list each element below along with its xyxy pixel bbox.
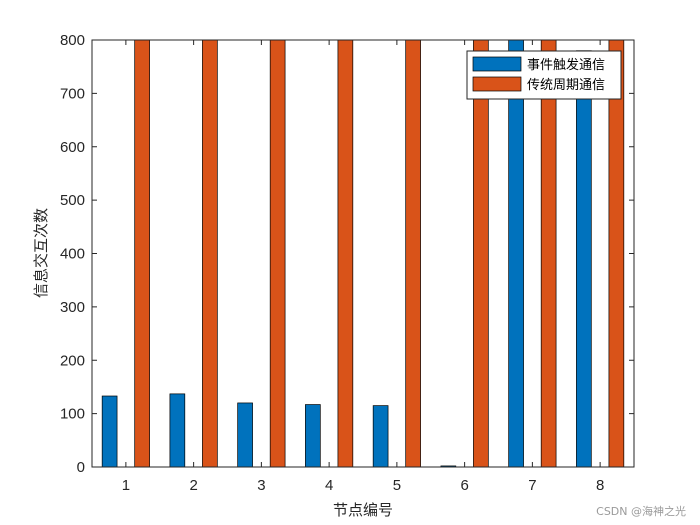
- y-tick-label-100: 100: [60, 406, 85, 423]
- watermark-text: CSDN @海神之光: [596, 505, 686, 518]
- bar-series1-node1: [101, 395, 118, 468]
- y-tick-label-0: 0: [77, 459, 85, 476]
- y-tick-label-200: 200: [60, 352, 85, 369]
- bar-series1-node2: [169, 393, 186, 468]
- x-tick-label-1: 1: [122, 477, 130, 494]
- bars-group: [101, 39, 625, 468]
- bar-series1-node8: [576, 50, 592, 468]
- bar-series2-node2: [202, 39, 218, 468]
- legend-label-2: 传统周期通信: [527, 78, 605, 93]
- x-tick-label-7: 7: [528, 477, 536, 494]
- bar-series1-node5: [372, 405, 389, 468]
- x-axis-label: 节点编号: [333, 501, 393, 519]
- x-tick-label-4: 4: [325, 477, 333, 494]
- bar-series2-node8: [608, 39, 625, 468]
- bar-series2-node4: [337, 39, 354, 468]
- y-tick-label-600: 600: [60, 139, 85, 156]
- bar-series2-node6: [473, 39, 489, 468]
- legend-label-1: 事件触发通信: [527, 57, 605, 73]
- x-tick-label-6: 6: [460, 477, 468, 494]
- bar-series2-node7: [540, 39, 557, 468]
- axes-group: 0 100 200 300 400 500 600 700 800 1 2 3 4 5 6 7 8: [60, 32, 635, 494]
- y-tick-label-800: 800: [60, 32, 85, 49]
- bar-series2-node1: [134, 39, 150, 468]
- bar-series1-node3: [237, 402, 253, 468]
- x-tick-label-2: 2: [189, 477, 197, 494]
- legend-swatch-1: [472, 56, 522, 72]
- legend-swatch-2: [472, 76, 522, 92]
- bar-series2-node3: [269, 39, 286, 468]
- y-tick-label-700: 700: [60, 85, 85, 102]
- x-tick-label-5: 5: [393, 477, 401, 494]
- x-tick-label-8: 8: [596, 477, 604, 494]
- y-tick-label-500: 500: [60, 192, 85, 209]
- bar-series1-node7: [508, 39, 524, 468]
- bar-series1-node4: [305, 404, 321, 468]
- bar-series2-node5: [405, 39, 421, 468]
- x-tick-label-3: 3: [257, 477, 265, 494]
- y-axis-label: 信息交互次数: [32, 208, 50, 298]
- y-tick-label-300: 300: [60, 299, 85, 316]
- y-tick-label-400: 400: [60, 246, 85, 263]
